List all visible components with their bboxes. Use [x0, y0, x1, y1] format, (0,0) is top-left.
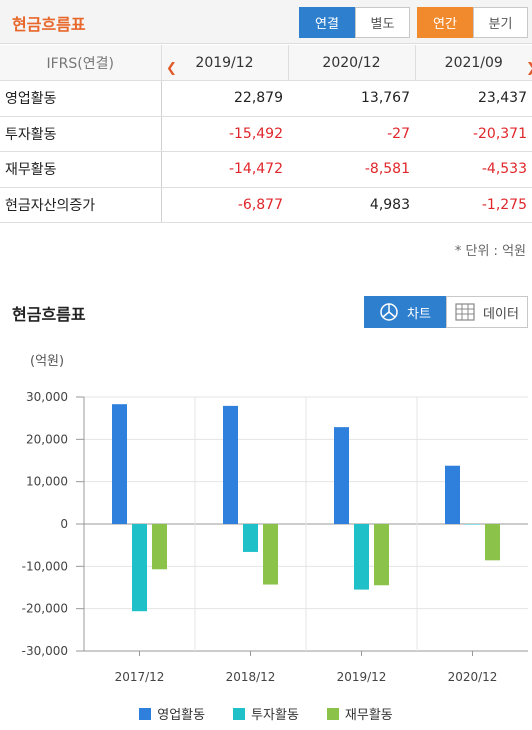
legend-item[interactable]: 재무활동	[326, 704, 393, 723]
table-cell: -15,492	[161, 116, 288, 152]
y-tick-label: 30,000	[26, 390, 68, 404]
chart-section-title: 현금흐름표	[12, 305, 86, 324]
x-tick-label: 2019/12	[337, 670, 387, 684]
table-cell: 13,767	[288, 80, 415, 117]
data-toggle-label: 데이터	[483, 306, 519, 322]
quarterly-button[interactable]: 분기	[473, 7, 528, 38]
table-cell: 23,437	[415, 80, 532, 117]
chart-legend: 영업활동 투자활동 재무활동	[0, 704, 532, 723]
bar[interactable]	[263, 524, 278, 585]
bar[interactable]	[132, 524, 147, 612]
bar[interactable]	[152, 524, 167, 570]
legend-label: 영업활동	[157, 708, 206, 723]
annual-button[interactable]: 연간	[417, 7, 473, 38]
prev-period-arrow-icon[interactable]: ❮	[166, 61, 177, 76]
chart-toggle-label: 차트	[407, 306, 431, 322]
table-cell: -14,472	[161, 151, 288, 188]
bar[interactable]	[334, 427, 349, 524]
consolidated-button[interactable]: 연결	[299, 7, 355, 38]
table-header-row: IFRS(연결) 2019/12 2020/12 2021/09	[0, 45, 532, 81]
bar[interactable]	[354, 524, 369, 590]
legend-label: 재무활동	[344, 708, 393, 723]
bar[interactable]	[112, 404, 127, 524]
y-tick-label: -10,000	[22, 559, 68, 573]
next-period-arrow-icon[interactable]: ❯	[526, 61, 532, 76]
row-label: 현금자산의증가	[0, 187, 162, 223]
separate-button[interactable]: 별도	[355, 7, 410, 38]
y-tick-label: 0	[60, 517, 68, 531]
x-tick-label: 2018/12	[226, 670, 276, 684]
table-cell: -20,371	[415, 116, 532, 152]
table-row: 현금자산의증가 -6,877 4,983 -1,275	[0, 187, 532, 223]
chart-toggle-button[interactable]: 차트	[364, 296, 446, 328]
table-cell: 4,983	[288, 187, 415, 223]
table-cell: 22,879	[161, 80, 288, 117]
page-title: 현금흐름표	[12, 15, 86, 34]
x-tick-label: 2017/12	[115, 670, 165, 684]
table-row: 재무활동 -14,472 -8,581 -4,533	[0, 151, 532, 188]
row-label: 재무활동	[0, 151, 162, 188]
table-cell: -1,275	[415, 187, 532, 223]
legend-item[interactable]: 투자활동	[233, 704, 299, 723]
bar[interactable]	[485, 524, 500, 561]
x-tick-label: 2020/12	[448, 670, 498, 684]
pie-chart-icon	[380, 303, 398, 321]
cashflow-table: IFRS(연결) 2019/12 2020/12 2021/09 영업활동 22,…	[0, 45, 532, 223]
row-label: 영업활동	[0, 80, 162, 117]
table-cell: -27	[288, 116, 415, 152]
bar[interactable]	[374, 524, 389, 586]
bar[interactable]	[243, 524, 258, 552]
period-header: 2019/12	[161, 45, 289, 81]
cashflow-bar-chart: 30,000 20,000 10,000 0 -10,000 -20,000 -30,000…	[22, 390, 528, 684]
legend-swatch	[233, 707, 246, 720]
row-label: 투자활동	[0, 116, 162, 152]
period-header: 2020/12	[288, 45, 416, 81]
bar[interactable]	[465, 524, 480, 525]
table-row: 영업활동 22,879 13,767 23,437	[0, 80, 532, 117]
table-cell: -8,581	[288, 151, 415, 188]
top-bar: 현금흐름표 연결 별도 연간 분기	[0, 0, 532, 44]
chart-unit-label: (억원)	[30, 354, 65, 369]
bar[interactable]	[445, 465, 460, 524]
bar[interactable]	[223, 405, 238, 524]
legend-swatch	[139, 707, 152, 720]
table-row: 투자활동 -15,492 -27 -20,371	[0, 116, 532, 152]
legend-item[interactable]: 영업활동	[139, 704, 205, 723]
data-toggle-button[interactable]: 데이터	[446, 296, 528, 328]
legend-label: 투자활동	[251, 708, 299, 723]
table-cell: -4,533	[415, 151, 532, 188]
table-cell: -6,877	[161, 187, 288, 223]
table-grid-icon	[455, 303, 475, 321]
unit-note: * 단위 : 억원	[454, 244, 526, 259]
y-tick-label: -30,000	[22, 644, 68, 658]
y-tick-label: -20,000	[22, 602, 68, 616]
y-tick-label: 10,000	[26, 475, 68, 489]
legend-swatch	[326, 707, 339, 720]
table-label-header: IFRS(연결)	[0, 45, 162, 81]
period-header: 2021/09	[415, 45, 532, 81]
y-tick-label: 20,000	[26, 432, 68, 446]
